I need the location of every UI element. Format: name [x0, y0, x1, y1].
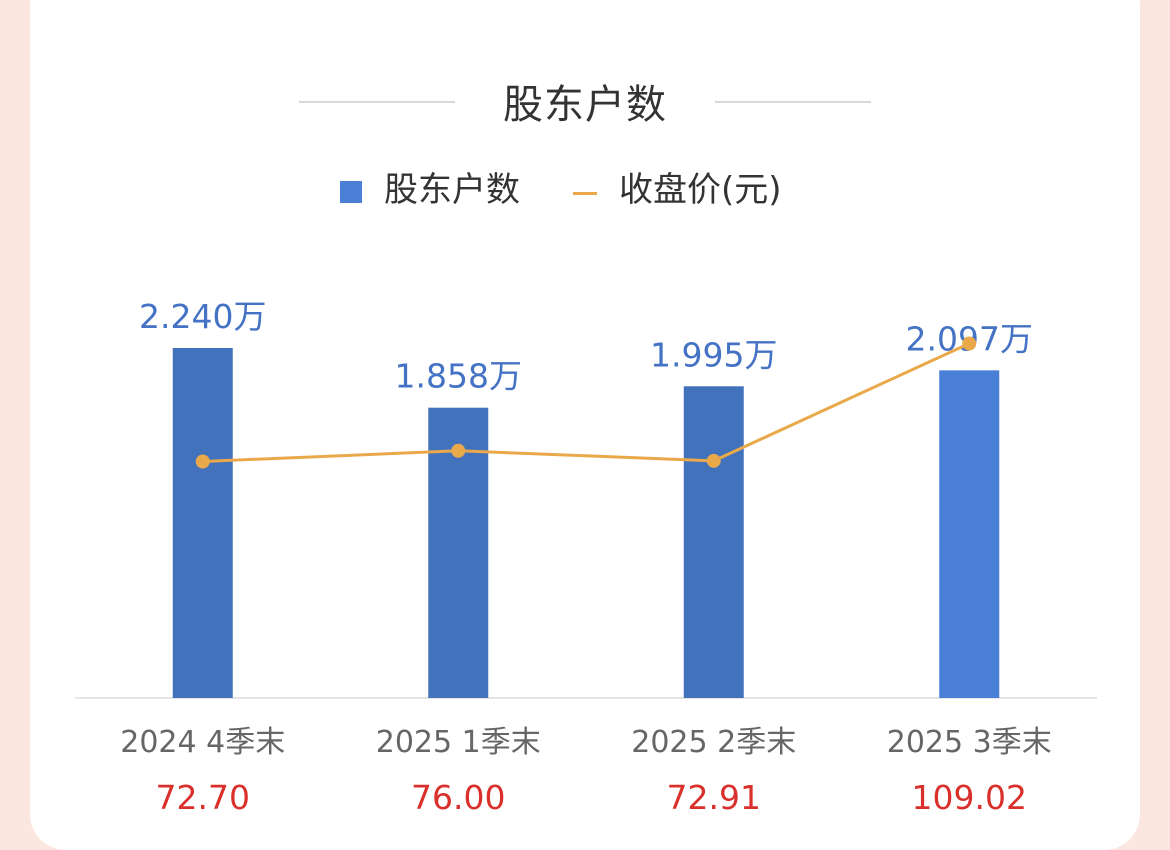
price-label-3: 72.91 — [667, 778, 761, 817]
legend-bar-label: 股东户数 — [384, 170, 520, 210]
price-label-2: 76.00 — [411, 778, 505, 817]
bar-4 — [939, 370, 1000, 698]
x-tick-label-4: 2025 3季末 — [887, 725, 1052, 760]
x-tick-label-2: 2025 1季末 — [376, 725, 541, 760]
chart-plot: 2.240万 2024 4季末 72.70 1.858万 2025 1季末 76.00 1.… — [75, 297, 1097, 817]
chart-title: 股东户数 — [503, 82, 667, 128]
legend-bar-swatch — [340, 181, 362, 203]
legend-line-swatch — [573, 192, 597, 195]
price-label-4: 109.02 — [912, 778, 1027, 817]
price-point-2 — [451, 443, 466, 458]
price-line — [202, 342, 970, 463]
legend: 股东户数 收盘价(元) — [0, 168, 1170, 212]
title-divider-right — [715, 101, 871, 103]
x-tick-label-1: 2024 4季末 — [120, 725, 285, 760]
bar-value-label-3: 1.995万 — [650, 335, 777, 374]
price-point-4 — [962, 336, 977, 351]
price-point-1 — [195, 454, 210, 469]
bar-3 — [683, 386, 744, 698]
bar-1 — [172, 348, 233, 698]
x-tick-label-3: 2025 2季末 — [631, 725, 796, 760]
title-divider-left — [299, 101, 455, 103]
price-point-3 — [706, 453, 721, 468]
bar-value-label-1: 2.240万 — [139, 297, 266, 336]
legend-line-label: 收盘价(元) — [619, 170, 782, 210]
price-label-1: 72.70 — [156, 778, 250, 817]
bar-value-label-2: 1.858万 — [395, 357, 522, 396]
